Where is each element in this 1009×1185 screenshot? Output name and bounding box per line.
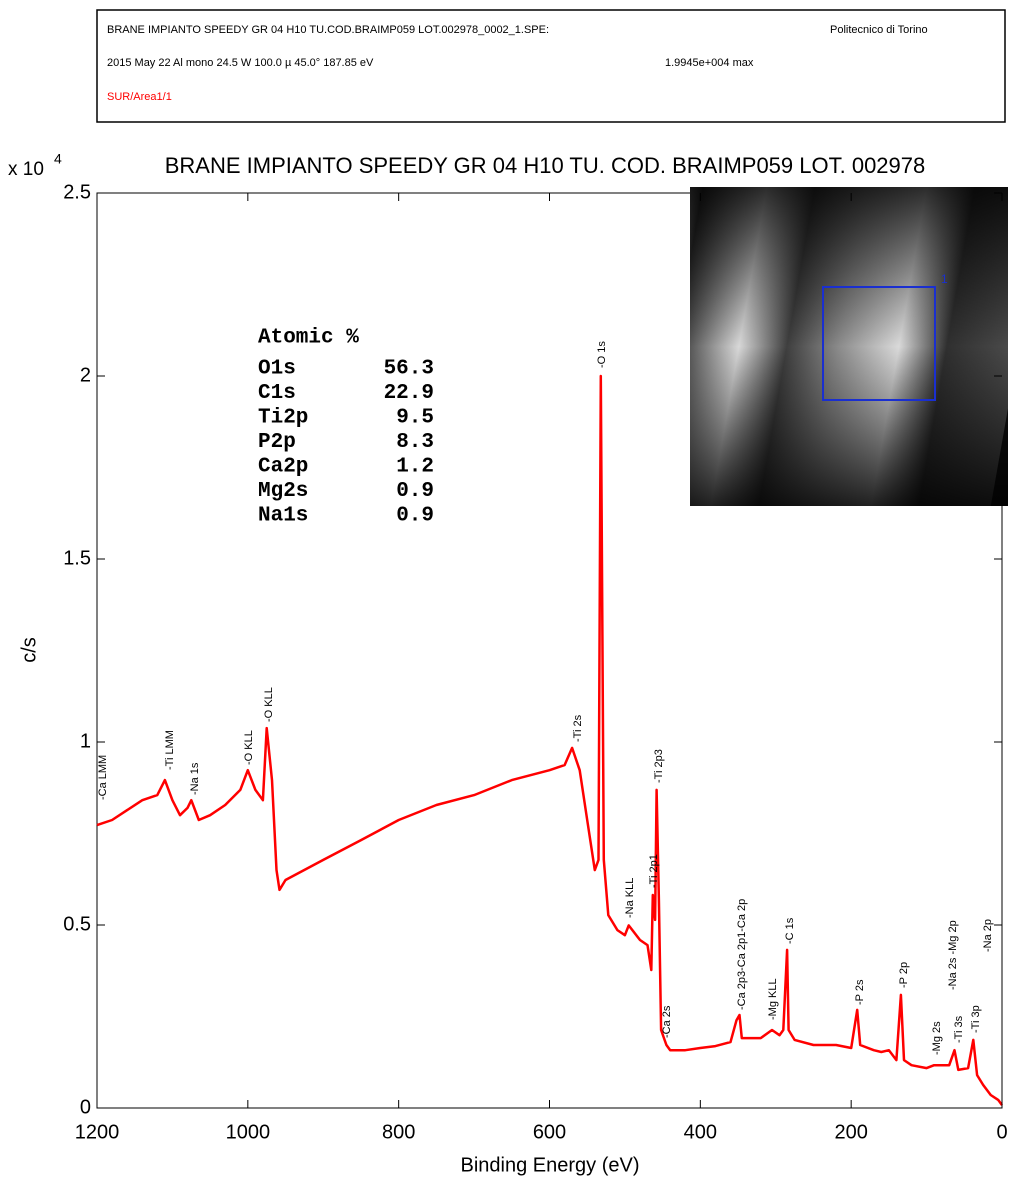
- inset-shade: [690, 187, 1008, 506]
- spectrum-line: [96, 374, 1004, 1106]
- peak-label: -Ca LMM: [97, 755, 109, 800]
- y-tick-label: 0: [80, 1096, 91, 1118]
- x-tick-label: 1200: [75, 1121, 120, 1143]
- peak-label: -Ti 2p3: [653, 749, 665, 783]
- header-box: [96, 9, 1006, 123]
- peak-label: -P 2s: [854, 979, 866, 1005]
- inset-region-label: 1: [941, 272, 948, 286]
- header-line: BRANE IMPIANTO SPEEDY GR 04 H10 TU.COD.B…: [107, 24, 549, 36]
- table-title: Atomic %: [258, 327, 359, 350]
- x-tick-label: 400: [684, 1121, 717, 1143]
- chart-title: BRANE IMPIANTO SPEEDY GR 04 H10 TU. COD.…: [165, 153, 926, 178]
- table-cell: 22.9: [384, 382, 434, 405]
- table-cell: 9.5: [396, 407, 434, 430]
- peak-label: -Na KLL: [624, 878, 636, 918]
- peak-label: -Ti 3p: [970, 1005, 982, 1033]
- inset-image: [690, 187, 1008, 506]
- peak-label: -O 1s: [596, 341, 608, 368]
- table-cell: 56.3: [384, 358, 434, 381]
- table-cell: Ca2p: [258, 456, 308, 479]
- peak-label: -Ca 2s: [661, 1005, 673, 1038]
- x-tick-label: 1000: [226, 1121, 271, 1143]
- y-scale-exponent: 4: [54, 151, 62, 167]
- peak-label: -Mg KLL: [767, 978, 779, 1020]
- header-max: 1.9945e+004 max: [665, 57, 754, 69]
- table-cell: Na1s: [258, 505, 308, 528]
- y-tick-label: 0.5: [63, 913, 91, 935]
- peak-label: -Ti 3s: [953, 1015, 965, 1043]
- peak-label: -Mg 2s: [931, 1021, 943, 1055]
- y-tick-label: 2: [80, 364, 91, 386]
- peak-label: -Ca 2p3-Ca 2p1-Ca 2p: [736, 899, 748, 1010]
- y-tick-label: 1.5: [63, 547, 91, 569]
- peak-label: -P 2p: [898, 962, 910, 988]
- inset-region: [822, 286, 936, 401]
- table-cell: 0.9: [396, 480, 434, 503]
- peak-label: -Na 2s -Mg 2p: [947, 920, 959, 990]
- plot: [96, 374, 1004, 1106]
- table-cell: C1s: [258, 382, 296, 405]
- table-cell: 0.9: [396, 505, 434, 528]
- table-cell: Ti2p: [258, 407, 308, 430]
- x-tick-label: 800: [382, 1121, 415, 1143]
- table-cell: P2p: [258, 431, 296, 454]
- header-area: SUR/Area1/1: [107, 91, 172, 103]
- x-axis-label: Binding Energy (eV): [461, 1154, 640, 1176]
- table-cell: 8.3: [396, 431, 434, 454]
- peak-label: -Ti 2s: [572, 714, 584, 742]
- header-line: 2015 May 22 Al mono 24.5 W 100.0 µ 45.0°…: [107, 57, 374, 69]
- y-axis-label: c/s: [18, 637, 40, 663]
- table-cell: Mg2s: [258, 480, 308, 503]
- peak-label: -O KLL: [263, 687, 275, 722]
- peak-label: -Ti 2p1: [648, 854, 660, 888]
- peak-label: -C 1s: [784, 917, 796, 944]
- x-tick-label: 200: [834, 1121, 867, 1143]
- y-scale-label: x 10: [8, 159, 44, 180]
- header-institution: Politecnico di Torino: [830, 24, 928, 36]
- x-tick-label: 0: [996, 1121, 1007, 1143]
- x-tick-label: 600: [533, 1121, 566, 1143]
- y-tick-label: 1: [80, 730, 91, 752]
- peak-label: -Na 2p: [982, 919, 994, 952]
- table-cell: O1s: [258, 358, 296, 381]
- table-cell: 1.2: [396, 456, 434, 479]
- peak-label: -Ti LMM: [164, 730, 176, 770]
- y-tick-label: 2.5: [63, 181, 91, 203]
- peak-label: -O KLL: [243, 730, 255, 765]
- peak-label: -Na 1s: [189, 762, 201, 795]
